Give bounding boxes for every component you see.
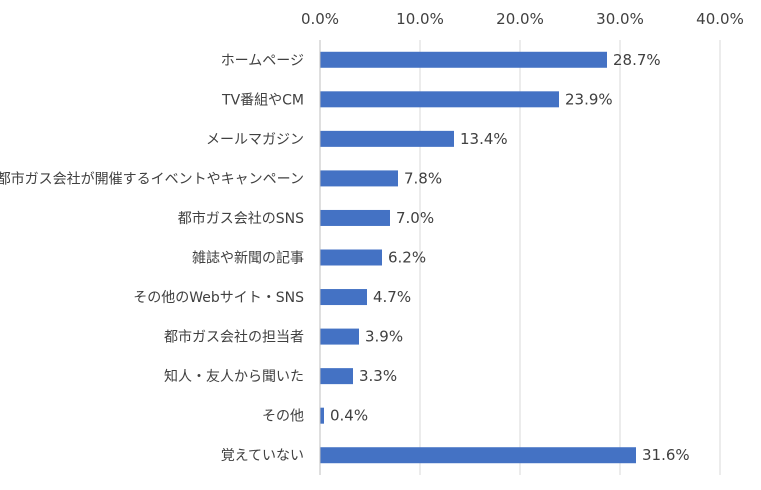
- data-label: 28.7%: [613, 51, 661, 69]
- bar: [320, 328, 359, 345]
- data-label: 31.6%: [642, 446, 690, 464]
- category-label: その他: [262, 409, 304, 425]
- x-tick-label: 0.0%: [301, 10, 339, 28]
- bar: [320, 407, 324, 424]
- category-label: 雑誌や新聞の記事: [192, 250, 304, 267]
- bars: [320, 51, 636, 464]
- category-label: 知人・友人から聞いた: [164, 368, 304, 385]
- data-label: 7.8%: [404, 169, 442, 187]
- data-label: 0.4%: [330, 407, 368, 425]
- data-label: 3.9%: [365, 328, 403, 346]
- category-label: その他のWebサイト・SNS: [133, 290, 304, 306]
- x-tick-label: 40.0%: [696, 10, 744, 28]
- bar: [320, 170, 398, 187]
- bar: [320, 209, 390, 226]
- category-labels: ホームページ TV番組やCM メールマガジン都市ガス会社が開催するイベントやキャンペ…: [0, 53, 304, 464]
- data-label: 7.0%: [396, 209, 434, 227]
- bar: [320, 249, 382, 266]
- bar: [320, 130, 454, 147]
- bar: [320, 447, 636, 464]
- category-label: 都市ガス会社が開催するイベントやキャンペーン: [0, 170, 304, 187]
- data-label: 23.9%: [565, 90, 613, 108]
- data-label: 13.4%: [460, 130, 508, 148]
- category-label: TV番組やCM: [221, 92, 304, 108]
- category-label: 都市ガス会社のSNS: [178, 210, 304, 227]
- category-label: ホームページ: [221, 53, 304, 69]
- x-tick-label: 10.0%: [396, 10, 444, 28]
- data-label: 6.2%: [388, 249, 426, 267]
- data-label: 3.3%: [359, 367, 397, 385]
- x-axis-ticks: 0.0% 10.0% 20.0% 30.0% 40.0%: [301, 10, 744, 28]
- value-labels: 28.7% 23.9% 13.4% 7.8% 7.0% 6.2% 4.7% 3.9% 3.3% 0…: [330, 51, 690, 464]
- category-label: メールマガジン: [206, 132, 304, 148]
- x-tick-label: 30.0%: [596, 10, 644, 28]
- x-tick-label: 20.0%: [496, 10, 544, 28]
- bar: [320, 51, 607, 68]
- category-label: 都市ガス会社の担当者: [164, 329, 304, 346]
- data-label: 4.7%: [373, 288, 411, 306]
- bar: [320, 91, 559, 108]
- bar: [320, 289, 367, 306]
- category-label: 覚えていない: [221, 448, 304, 464]
- bar: [320, 368, 353, 385]
